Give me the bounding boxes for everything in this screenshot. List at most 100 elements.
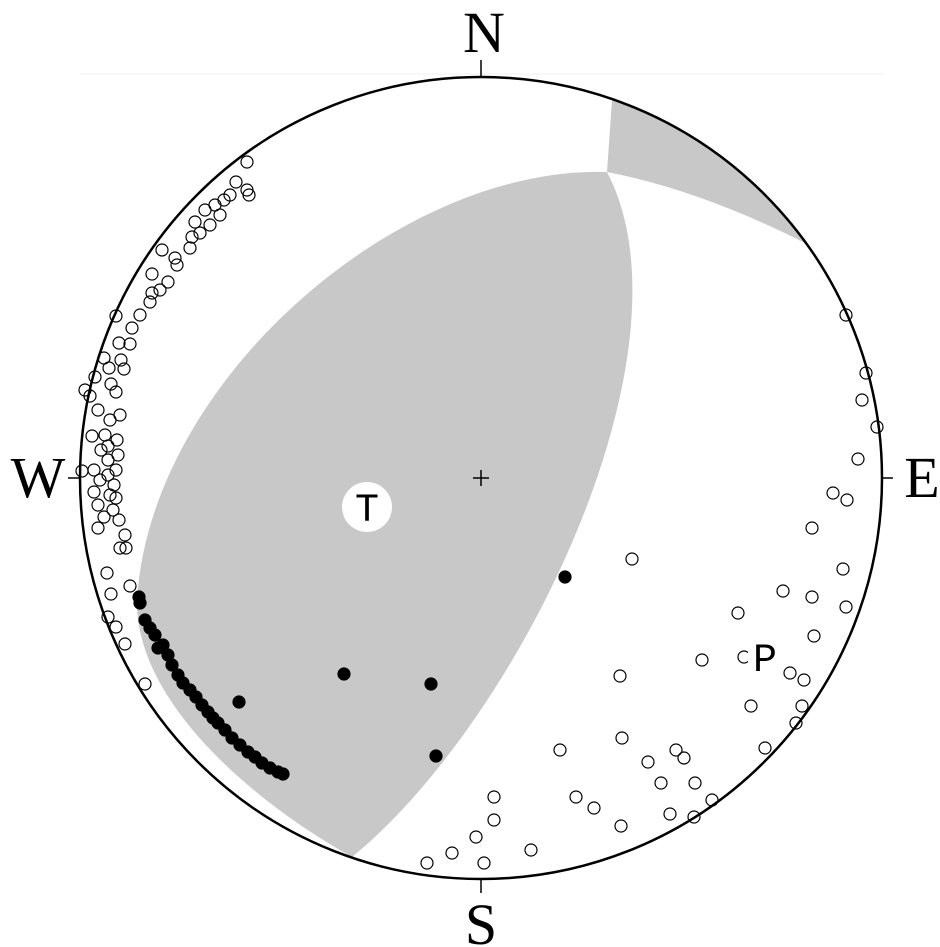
dilatation-point: [98, 428, 112, 442]
dilatation-point: [420, 856, 434, 870]
t-axis-label: T: [355, 489, 379, 534]
dilatation-point: [524, 843, 538, 857]
dilatation-point: [125, 321, 139, 335]
west-label: W: [11, 445, 66, 510]
compression-point: [148, 628, 162, 642]
dilatation-point: [783, 666, 797, 680]
dilatation-point: [109, 309, 123, 323]
dilatation-point: [587, 801, 601, 815]
dilatation-point: [112, 336, 126, 350]
dilatation-point: [203, 218, 217, 232]
dilatation-point: [161, 275, 175, 289]
dilatation-point: [88, 370, 102, 384]
compression-point: [424, 677, 438, 691]
dilatation-point: [705, 793, 719, 807]
dilatation-point: [687, 810, 701, 824]
dilatation-point: [758, 741, 772, 755]
dilatation-point: [805, 521, 819, 535]
compression-point: [558, 570, 572, 584]
t-axis-marker: [342, 482, 392, 532]
dilatation-point: [615, 731, 629, 745]
dilatation-point: [695, 653, 709, 667]
dilatation-point: [469, 830, 483, 844]
dilatation-point: [569, 790, 583, 804]
dilatation-point: [133, 308, 147, 322]
dilatation-point: [553, 743, 567, 757]
dilatation-point: [731, 606, 745, 620]
dilatation-point: [118, 637, 132, 651]
dilatation-point: [839, 600, 853, 614]
compression-point: [165, 658, 179, 672]
dilatation-point: [94, 443, 108, 457]
compression-point: [133, 596, 147, 610]
dilatation-point: [106, 503, 120, 517]
dilatation-point: [145, 286, 159, 300]
dilatation-point: [102, 361, 116, 375]
dilatation-point: [487, 813, 501, 827]
dilatation-point: [855, 393, 869, 407]
dilatation-point: [93, 473, 107, 487]
dilatation-point: [198, 203, 212, 217]
dilatation-point: [112, 513, 126, 527]
north-label: N: [463, 0, 505, 65]
dilatation-point: [839, 308, 853, 322]
dilatation-point: [625, 552, 639, 566]
dilatation-point: [445, 846, 459, 860]
dilatation-point: [805, 590, 819, 604]
dilatation-point: [75, 464, 89, 478]
dilatation-point: [654, 776, 668, 790]
dilatation-point: [123, 579, 137, 593]
dilatation-point: [776, 584, 790, 598]
dilatation-point: [185, 230, 199, 244]
dilatation-point: [168, 251, 182, 265]
ticks: [68, 60, 893, 893]
dilatation-point: [109, 620, 123, 634]
dilatation-point: [145, 267, 159, 281]
dilatation-point: [807, 629, 821, 643]
compression-point: [429, 749, 443, 763]
dilatation-point: [97, 510, 111, 524]
dilatation-point: [109, 491, 123, 505]
dilatation-point: [193, 226, 207, 240]
dilatation-point: [110, 433, 124, 447]
dilatation-point: [87, 485, 101, 499]
dilatation-point: [119, 541, 133, 555]
dilatation-point: [103, 413, 117, 427]
compression-point: [232, 695, 246, 709]
dilatation-point: [826, 486, 840, 500]
dilatation-point: [183, 241, 197, 255]
dilatation-point: [688, 776, 702, 790]
dilatation-point: [118, 528, 132, 542]
dilatation-point: [614, 819, 628, 833]
dilatation-point: [117, 362, 131, 376]
dilatation-point: [101, 453, 115, 467]
dilatation-point: [100, 566, 114, 580]
dilatation-point: [641, 755, 655, 769]
dilatation-point: [91, 498, 105, 512]
dilatation-point: [109, 463, 123, 477]
dilatation-point: [242, 188, 256, 202]
dilatation-point: [155, 243, 169, 257]
dilatation-point: [91, 403, 105, 417]
dilatation-point: [677, 751, 691, 765]
dilatation-point: [101, 439, 115, 453]
dilatation-point: [153, 283, 167, 297]
dilatation-point: [123, 337, 137, 351]
dilatation-point: [91, 521, 105, 535]
dilatation-point: [744, 699, 758, 713]
dilatation-point: [795, 699, 809, 713]
dilatation-point: [789, 716, 803, 730]
dilatation-point: [104, 377, 118, 391]
compression-point: [337, 667, 351, 681]
dilatation-point: [859, 366, 873, 380]
south-label: S: [465, 892, 497, 947]
dilatation-point: [836, 562, 850, 576]
dilatation-point: [613, 669, 627, 683]
dilatation-point: [870, 420, 884, 434]
p-axis-label: P: [753, 639, 777, 684]
dilatation-point: [101, 610, 115, 624]
dilatation-point: [113, 541, 127, 555]
dilatation-point: [85, 429, 99, 443]
